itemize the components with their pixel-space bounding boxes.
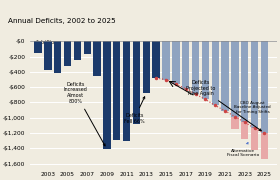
Bar xyxy=(182,41,189,89)
Text: Annual Deficits, 2002 to 2025: Annual Deficits, 2002 to 2025 xyxy=(8,18,116,24)
Bar xyxy=(103,41,111,149)
Bar xyxy=(143,41,150,93)
Bar xyxy=(241,122,248,139)
Bar xyxy=(152,41,160,78)
Bar xyxy=(172,41,179,84)
Bar xyxy=(261,133,268,159)
Text: Deficits
Projected to
Rise Again: Deficits Projected to Rise Again xyxy=(186,80,261,131)
Text: Alternative
Fiscal Scenario: Alternative Fiscal Scenario xyxy=(227,143,259,158)
Bar xyxy=(94,41,101,76)
Bar xyxy=(113,41,120,140)
Text: $ billions: $ billions xyxy=(35,39,61,44)
Bar xyxy=(44,41,52,70)
Text: Deficits
Fell 66%: Deficits Fell 66% xyxy=(124,97,145,124)
Bar xyxy=(54,41,61,73)
Bar xyxy=(133,41,140,124)
Bar xyxy=(211,41,219,105)
Bar xyxy=(192,41,199,94)
Bar xyxy=(231,41,239,117)
Bar xyxy=(231,117,239,129)
Bar xyxy=(123,41,130,141)
Bar xyxy=(251,41,258,128)
Bar xyxy=(74,41,81,60)
Bar xyxy=(152,41,160,78)
Bar xyxy=(251,128,258,150)
Bar xyxy=(261,41,268,133)
Text: CBO August
Baseline Adjusted
for Timing Shifts: CBO August Baseline Adjusted for Timing … xyxy=(234,101,271,114)
Text: Deficits
Increased
Almost
800%: Deficits Increased Almost 800% xyxy=(64,82,105,146)
Bar xyxy=(241,41,248,122)
Bar xyxy=(162,41,170,80)
Bar xyxy=(64,41,71,66)
Bar xyxy=(83,41,91,54)
Bar xyxy=(221,41,229,111)
Bar xyxy=(202,41,209,99)
Bar xyxy=(34,41,42,53)
